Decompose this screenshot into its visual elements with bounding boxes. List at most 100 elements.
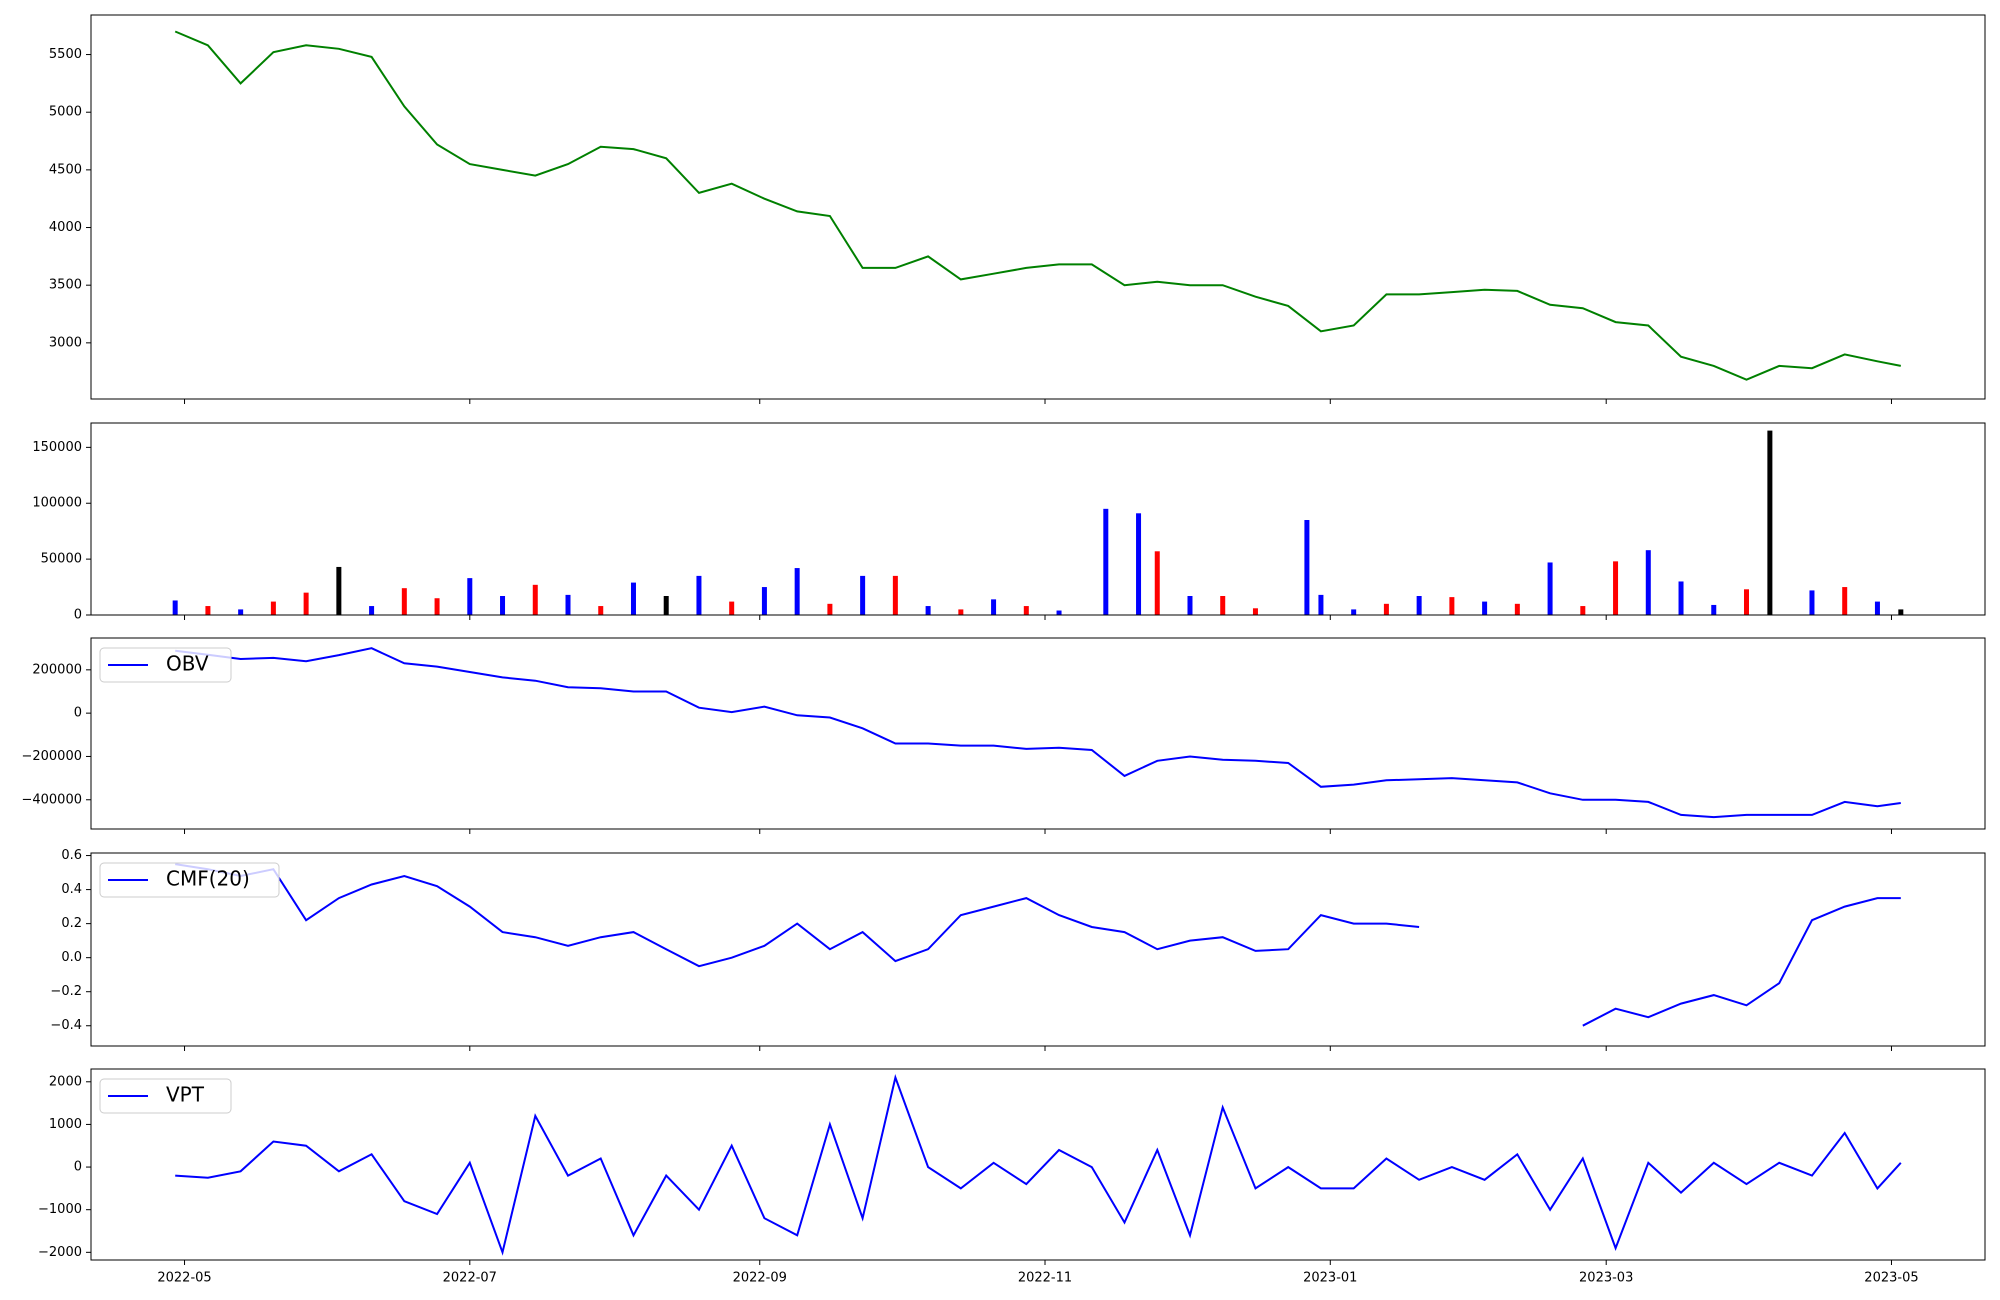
bar (1898, 609, 1904, 615)
legend-label: OBV (166, 652, 209, 676)
y-tick-label: 0 (74, 608, 82, 623)
bar (532, 584, 538, 615)
x-tick-label: 2022-09 (733, 1271, 787, 1286)
bar (1482, 601, 1488, 615)
bar (761, 587, 767, 615)
y-tick-label: −200000 (21, 749, 82, 764)
bar (565, 594, 571, 615)
y-tick-label: 3000 (49, 335, 82, 350)
bar (1351, 609, 1357, 615)
y-tick-label: −2000 (38, 1245, 82, 1260)
y-tick-label: 0.6 (61, 848, 82, 863)
legend: CMF(20) (99, 862, 280, 898)
bar (1547, 562, 1553, 615)
legend-label: CMF(20) (166, 867, 250, 891)
x-tick-label: 2023-01 (1303, 1271, 1357, 1286)
legend: OBV (99, 647, 232, 683)
legend-label: VPT (166, 1083, 205, 1107)
bar (401, 588, 407, 615)
bar (1187, 596, 1193, 615)
bar (1809, 590, 1815, 615)
plot-frame (90, 1068, 1986, 1261)
bar (238, 609, 244, 615)
y-tick-label: −400000 (21, 792, 82, 807)
bar (1767, 430, 1773, 615)
bar (1842, 587, 1848, 615)
bar (663, 596, 669, 615)
x-tick-label: 2022-11 (1018, 1271, 1072, 1286)
bar (1220, 596, 1226, 615)
bar (1613, 561, 1619, 615)
bar (1874, 601, 1880, 615)
y-tick-label: −0.2 (50, 984, 82, 999)
y-tick-label: 4000 (49, 220, 82, 235)
bar (860, 575, 866, 615)
plot-frame (90, 14, 1986, 400)
y-tick-label: −1000 (38, 1202, 82, 1217)
bar (1678, 581, 1684, 615)
bar (1023, 606, 1029, 615)
x-tick-label: 2022-07 (443, 1271, 497, 1286)
bar (958, 609, 964, 615)
bar (172, 600, 178, 615)
x-tick-label: 2023-03 (1579, 1271, 1633, 1286)
y-tick-label: 50000 (41, 552, 82, 567)
bar (1580, 606, 1586, 615)
bar (1056, 610, 1062, 615)
legend-frame (99, 647, 232, 683)
bar (467, 578, 473, 615)
bar (892, 575, 898, 615)
bar (827, 603, 833, 615)
plot-frame (90, 637, 1986, 830)
bar (336, 566, 342, 615)
y-tick-label: 0.0 (61, 950, 82, 965)
x-tick-label: 2022-05 (157, 1271, 211, 1286)
bar (434, 598, 440, 615)
line (1582, 897, 1901, 1027)
bar (729, 601, 735, 615)
bar (991, 599, 997, 615)
bar (1103, 508, 1109, 615)
bar (1514, 603, 1520, 615)
bar (1416, 596, 1422, 615)
y-tick-label: 0.2 (61, 916, 82, 931)
y-tick-label: −0.4 (50, 1018, 82, 1033)
line (175, 647, 1901, 819)
bar (1383, 603, 1389, 615)
bar (1252, 608, 1258, 615)
y-tick-label: 200000 (32, 662, 82, 677)
legend-frame (99, 1078, 232, 1114)
y-tick-label: 2000 (49, 1074, 82, 1089)
line (175, 863, 1420, 968)
legend: VPT (99, 1078, 232, 1114)
y-tick-label: 100000 (32, 496, 82, 511)
y-tick-label: 0 (74, 706, 82, 721)
plot-frame (90, 422, 1986, 616)
bar (369, 606, 375, 615)
bar (1645, 550, 1651, 615)
plot-frame (90, 852, 1986, 1047)
line (174, 30, 1901, 381)
bar (205, 606, 211, 615)
bar (1318, 594, 1324, 615)
bar (598, 606, 604, 615)
bar (303, 592, 309, 615)
bar (630, 582, 636, 615)
y-tick-label: 3500 (49, 278, 82, 293)
line (175, 1074, 1902, 1256)
bar (1449, 597, 1455, 615)
bar (500, 596, 506, 615)
x-tick-label: 2023-05 (1864, 1271, 1918, 1286)
y-tick-label: 5500 (49, 47, 82, 62)
y-tick-label: 1000 (49, 1117, 82, 1132)
bar (696, 575, 702, 615)
bar (270, 601, 276, 615)
y-tick-label: 5000 (49, 105, 82, 120)
y-tick-label: 0.4 (61, 882, 82, 897)
legend-frame (99, 862, 280, 898)
y-tick-label: 150000 (32, 440, 82, 455)
bar (1154, 551, 1160, 615)
bar (1304, 520, 1310, 615)
y-tick-label: 4500 (49, 162, 82, 177)
